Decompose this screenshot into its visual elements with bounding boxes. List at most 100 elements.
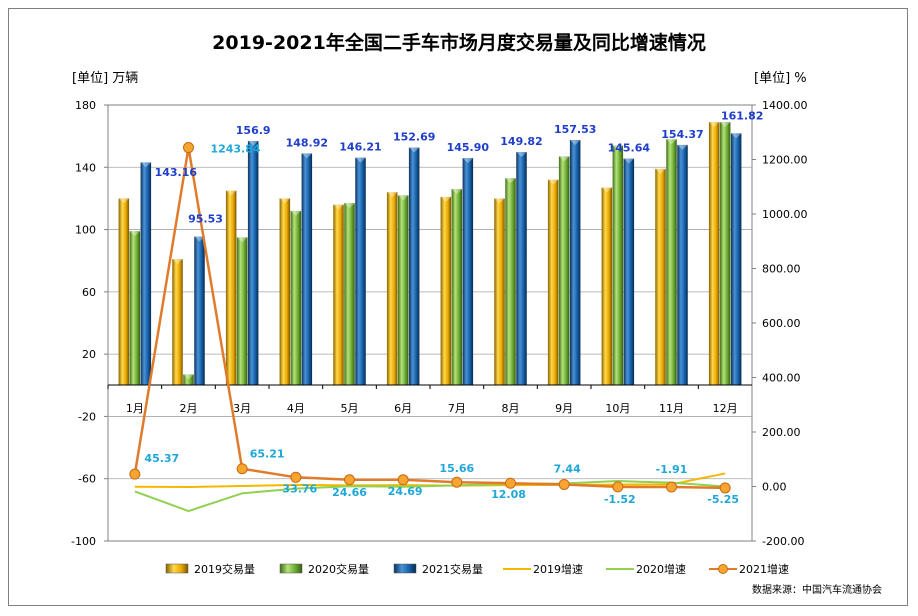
bar-cap	[601, 187, 613, 193]
point-2021增速-1月	[129, 468, 141, 480]
right-axis-unit: [单位] %	[754, 71, 807, 86]
bar-label-2021: 146.21	[339, 141, 381, 154]
bar-2021交易量-3月	[247, 140, 259, 385]
left-tick-label: -100	[71, 535, 96, 548]
right-tick-label: 1400.00	[762, 99, 808, 112]
legend-marker	[718, 564, 728, 574]
bar-body	[183, 374, 194, 385]
bar-body	[677, 144, 688, 385]
bar-cap	[494, 198, 505, 204]
bar-body	[225, 190, 237, 385]
bar-2021交易量-6月	[408, 147, 420, 385]
bar-2020交易量-4月	[290, 210, 302, 385]
bar-2019交易量-3月	[225, 190, 237, 385]
bar-body	[655, 168, 666, 385]
bar-2021交易量-4月	[301, 153, 313, 385]
bar-body	[301, 153, 313, 385]
bar-cap	[290, 210, 302, 216]
bar-2020交易量-5月	[344, 203, 355, 385]
point-2021增速-11月	[666, 481, 677, 493]
bar-cap	[247, 140, 259, 146]
category-label: 3月	[233, 402, 251, 415]
source-note: 数据来源：中国汽车流通协会	[752, 583, 882, 596]
legend-label: 2021增速	[739, 562, 789, 576]
bar-body	[612, 145, 624, 385]
bar-2020交易量-10月	[612, 145, 624, 385]
bar-cap	[386, 192, 398, 198]
bar-label-2021: 156.9	[236, 124, 271, 137]
point-2021增速-5月	[344, 474, 355, 486]
bar-2019交易量-4月	[279, 198, 291, 385]
gridlines	[108, 166, 752, 480]
bar-cap	[172, 259, 183, 265]
bar-body	[172, 259, 183, 385]
bar-label-2021: 154.37	[661, 128, 703, 141]
bar-2019交易量-5月	[333, 204, 344, 385]
legend-label: 2020增速	[636, 562, 686, 576]
bar-2020交易量-9月	[558, 156, 570, 385]
legend-item: 2019增速	[503, 562, 583, 576]
bar-2021交易量-2月	[194, 236, 205, 385]
bar-body	[569, 139, 581, 385]
bar-2019交易量-8月	[494, 198, 505, 385]
chart-title: 2019-2021年全国二手车市场月度交易量及同比增速情况	[212, 31, 706, 54]
legend-item: 2021交易量	[393, 562, 483, 576]
legend-label: 2020交易量	[308, 562, 369, 576]
bar-cap	[225, 190, 237, 196]
bar-body	[547, 179, 559, 385]
bar-body	[601, 187, 613, 385]
bar-cap	[333, 204, 344, 210]
legend-item: 2020增速	[606, 562, 686, 576]
legend: 2019交易量 2020交易量 2021交易量 2019增速 2020增速 2021增速	[165, 562, 789, 576]
bar-label-2021: 148.92	[286, 136, 328, 149]
point-2021增速-2月	[183, 142, 194, 154]
left-tick-label: 20	[82, 348, 96, 361]
right-tick-label: 1000.00	[762, 208, 808, 221]
right-tick-label: 0.00	[762, 481, 787, 494]
point-2021增速-7月	[451, 476, 463, 488]
point-2021增速-8月	[505, 477, 516, 489]
bar-label-2021: 149.82	[500, 135, 542, 148]
left-axis-unit: [单位] 万辆	[72, 71, 138, 86]
legend-label: 2019增速	[533, 562, 583, 576]
legend-swatch	[393, 563, 417, 574]
point-2021增速-6月	[397, 474, 409, 486]
right-tick-label: 200.00	[762, 426, 801, 439]
bar-2021交易量-9月	[569, 139, 581, 385]
bar-body	[558, 156, 570, 385]
point-2021增速-10月	[612, 481, 624, 493]
bar-label-2021: 145.90	[447, 141, 490, 154]
right-tick-label: 400.00	[762, 372, 801, 385]
bar-cap	[194, 236, 205, 242]
line-2021增速	[133, 147, 726, 490]
bar-2019交易量-1月	[118, 198, 130, 385]
bar-2021交易量-7月	[462, 158, 474, 385]
bar-2019交易量-7月	[440, 196, 452, 385]
bar-cap	[666, 139, 677, 145]
right-tick-label: 800.00	[762, 263, 801, 276]
bar-body	[290, 210, 302, 385]
legend-label: 2021交易量	[422, 562, 483, 576]
bar-cap	[655, 168, 666, 174]
right-tick-label: -200.00	[762, 535, 804, 548]
bar-body	[440, 196, 452, 385]
bar-2020交易量-7月	[451, 189, 463, 385]
bar-cap	[558, 156, 570, 162]
bar-body	[494, 198, 505, 385]
line-label-2021: -1.52	[604, 493, 636, 506]
category-label: 10月	[605, 402, 630, 415]
bar-cap	[140, 162, 152, 168]
bar-cap	[279, 198, 291, 204]
bar-cap	[569, 139, 581, 145]
bar-marks	[118, 122, 742, 385]
category-label: 7月	[448, 402, 466, 415]
legend-swatch	[279, 563, 303, 574]
bar-body	[194, 236, 205, 385]
bar-body	[516, 151, 527, 385]
bar-2021交易量-5月	[355, 157, 366, 385]
bar-body	[236, 237, 248, 385]
category-label: 5月	[341, 402, 359, 415]
bar-2021交易量-8月	[516, 151, 527, 385]
bar-2020交易量-8月	[505, 178, 516, 385]
bar-label-2021: 145.64	[608, 142, 651, 155]
